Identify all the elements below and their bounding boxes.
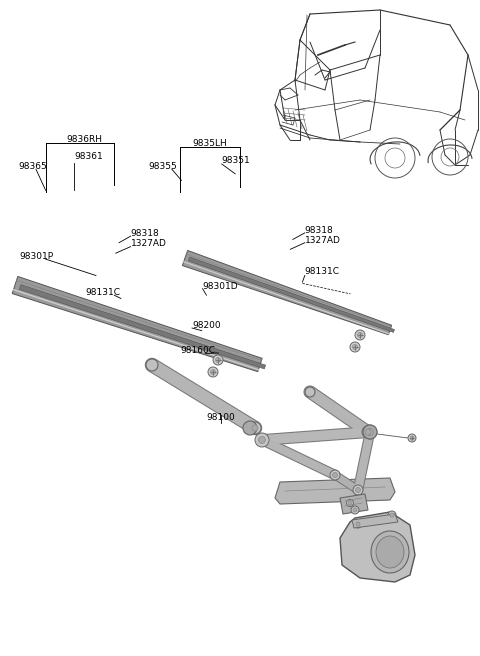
Text: 98160C: 98160C: [180, 346, 215, 355]
Circle shape: [352, 344, 358, 350]
Circle shape: [330, 470, 340, 480]
Circle shape: [356, 487, 360, 493]
Circle shape: [216, 358, 220, 363]
Circle shape: [354, 520, 362, 528]
Polygon shape: [19, 285, 265, 369]
Circle shape: [252, 425, 258, 431]
Text: 98351: 98351: [222, 155, 251, 165]
Text: 98301D: 98301D: [203, 281, 238, 291]
Circle shape: [363, 425, 377, 439]
Circle shape: [353, 485, 363, 495]
Circle shape: [255, 433, 269, 447]
Circle shape: [305, 387, 315, 397]
Circle shape: [347, 499, 353, 506]
Circle shape: [348, 501, 352, 505]
Ellipse shape: [376, 536, 404, 568]
Circle shape: [213, 355, 223, 365]
Circle shape: [350, 342, 360, 352]
Text: 98361: 98361: [74, 152, 103, 161]
Polygon shape: [275, 478, 395, 504]
Text: 98131C: 98131C: [305, 267, 340, 276]
Text: 98318: 98318: [131, 229, 159, 238]
Circle shape: [390, 513, 394, 517]
Circle shape: [410, 436, 414, 440]
Circle shape: [356, 522, 360, 526]
Circle shape: [353, 508, 357, 512]
Text: 9836RH: 9836RH: [66, 134, 102, 144]
Circle shape: [243, 421, 257, 435]
Text: 98131C: 98131C: [85, 288, 120, 297]
Circle shape: [351, 506, 359, 514]
Circle shape: [408, 434, 416, 442]
Polygon shape: [340, 512, 415, 582]
Text: 98355: 98355: [149, 162, 178, 171]
Text: 1327AD: 1327AD: [305, 236, 341, 245]
Text: 98318: 98318: [305, 226, 334, 235]
Circle shape: [259, 436, 265, 443]
Polygon shape: [182, 251, 392, 335]
Text: 1327AD: 1327AD: [131, 239, 167, 248]
Circle shape: [146, 359, 158, 371]
Text: 98200: 98200: [192, 321, 221, 330]
Circle shape: [358, 333, 362, 337]
Circle shape: [365, 429, 371, 435]
Text: 98100: 98100: [206, 413, 235, 422]
Circle shape: [367, 428, 373, 436]
Circle shape: [208, 367, 218, 377]
Circle shape: [362, 426, 374, 438]
Text: 9835LH: 9835LH: [192, 138, 227, 148]
Ellipse shape: [371, 531, 409, 573]
Text: 98365: 98365: [18, 162, 47, 171]
Polygon shape: [12, 276, 262, 372]
Circle shape: [388, 511, 396, 519]
Polygon shape: [188, 257, 395, 333]
Circle shape: [333, 472, 337, 478]
Circle shape: [211, 369, 216, 375]
Circle shape: [355, 330, 365, 340]
Polygon shape: [352, 514, 398, 528]
Circle shape: [249, 422, 261, 434]
Circle shape: [363, 425, 377, 439]
Text: 98301P: 98301P: [19, 252, 53, 261]
Polygon shape: [340, 494, 368, 514]
